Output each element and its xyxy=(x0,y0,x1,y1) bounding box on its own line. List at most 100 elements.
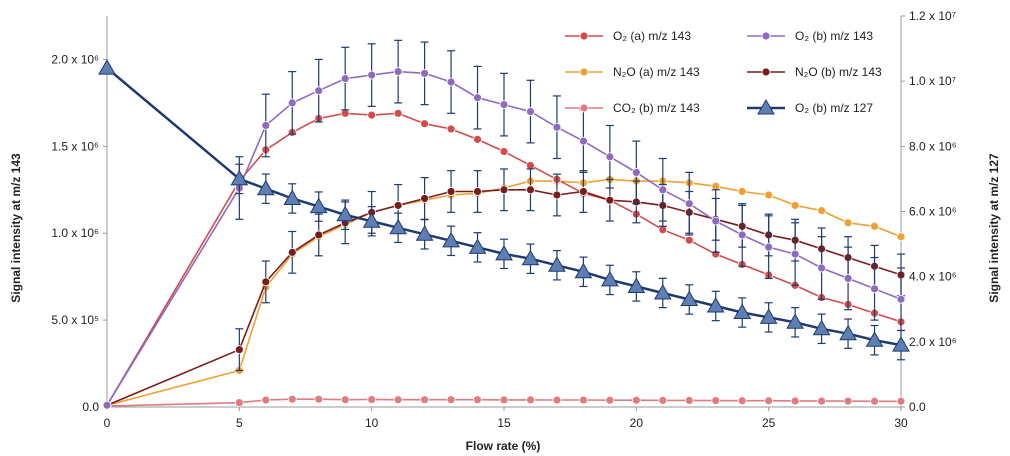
data-point xyxy=(468,238,487,254)
legend: O₂ (a) m/z 143 N₂O (a) m/z 143 CO₂ (b) m/z… xyxy=(565,29,882,115)
right-y-tick-label: 6.0 x 10⁶ xyxy=(909,205,957,219)
data-point xyxy=(340,108,350,118)
data-point xyxy=(605,395,615,405)
data-point xyxy=(711,396,721,405)
data-point xyxy=(261,395,271,405)
data-point xyxy=(389,218,407,235)
data-point xyxy=(526,107,535,116)
left-y-axis-title: Signal intensity at m/z 143 xyxy=(9,153,23,303)
x-tick-label: 5 xyxy=(236,416,243,430)
data-point xyxy=(473,187,482,196)
series-line xyxy=(106,178,902,407)
legend-label: N₂O (b) m/z 143 xyxy=(795,65,882,79)
data-point xyxy=(420,194,430,203)
data-point xyxy=(843,218,853,228)
data-point xyxy=(817,263,826,273)
data-point xyxy=(314,394,324,404)
data-point xyxy=(896,294,906,304)
data-point xyxy=(367,70,377,80)
data-point xyxy=(314,86,324,96)
data-point xyxy=(499,100,509,110)
data-point xyxy=(790,201,800,210)
data-point xyxy=(420,395,430,405)
data-point xyxy=(552,190,562,200)
legend-item: O₂ (a) m/z 143 xyxy=(565,29,691,43)
data-point xyxy=(896,396,906,406)
data-point xyxy=(446,124,456,134)
data-point xyxy=(256,179,275,196)
data-point xyxy=(261,277,271,287)
data-point xyxy=(579,187,588,196)
legend-item: CO₂ (b) m/z 143 xyxy=(565,101,700,115)
data-point xyxy=(309,197,328,214)
right-y-tick-label: 4.0 x 10⁶ xyxy=(909,270,957,284)
data-point xyxy=(98,59,116,75)
data-point xyxy=(548,256,566,272)
data-point xyxy=(473,134,482,144)
data-point xyxy=(526,161,535,170)
series-group xyxy=(102,39,906,410)
left-y-tick-label: 1.5 x 10⁶ xyxy=(51,139,99,153)
data-point xyxy=(790,396,800,406)
data-point xyxy=(764,190,774,200)
data-point xyxy=(870,221,879,231)
data-point xyxy=(261,121,271,130)
legend-label: N₂O (a) m/z 143 xyxy=(613,65,700,79)
data-point xyxy=(892,336,910,352)
legend-marker xyxy=(757,98,775,115)
legend-item: O₂ (b) m/z 143 xyxy=(747,29,873,43)
x-tick-label: 15 xyxy=(497,416,511,430)
data-point xyxy=(415,225,434,241)
data-point xyxy=(526,395,535,405)
legend-item: N₂O (a) m/z 143 xyxy=(565,65,700,79)
legend-item: O₂ (b) m/z 127 xyxy=(747,98,873,115)
data-point xyxy=(340,395,350,405)
right-y-axis-title: Signal intensity at m/z 127 xyxy=(987,153,1001,303)
data-point xyxy=(865,331,884,347)
data-point xyxy=(711,181,721,191)
data-point xyxy=(283,189,302,205)
data-point xyxy=(499,395,509,405)
data-point xyxy=(446,187,456,196)
data-point xyxy=(684,199,694,209)
series-group xyxy=(98,59,910,361)
data-point xyxy=(764,242,774,252)
data-point xyxy=(574,262,593,279)
data-point xyxy=(552,122,562,132)
data-point xyxy=(420,119,430,129)
x-tick-label: 30 xyxy=(894,416,908,430)
data-point xyxy=(684,395,694,405)
data-point xyxy=(711,216,721,226)
data-point xyxy=(579,136,588,146)
x-tick-label: 10 xyxy=(365,416,379,430)
right-y-tick-label: 2.0 x 10⁶ xyxy=(909,335,957,349)
series-group xyxy=(102,394,906,411)
data-point xyxy=(605,195,615,205)
series-line xyxy=(106,189,902,407)
data-point xyxy=(737,396,747,406)
left-y-tick-label: 1.0 x 10⁶ xyxy=(51,226,99,240)
data-point xyxy=(287,247,297,257)
data-point xyxy=(314,230,324,240)
data-point xyxy=(680,290,699,306)
data-point xyxy=(737,230,747,240)
x-tick-label: 25 xyxy=(762,416,776,430)
data-point xyxy=(446,77,456,87)
data-point xyxy=(287,98,297,108)
data-point xyxy=(870,396,879,406)
right-y-tick-label: 1.0 x 10⁷ xyxy=(909,74,956,88)
data-point xyxy=(473,395,482,405)
data-point xyxy=(631,167,641,177)
legend-marker xyxy=(761,31,771,41)
legend-label: O₂ (b) m/z 127 xyxy=(795,101,873,115)
left-y-tick-label: 0.0 xyxy=(82,400,99,414)
data-point xyxy=(706,296,725,313)
data-point xyxy=(521,249,540,266)
data-point xyxy=(627,277,646,293)
right-y-tick-label: 8.0 x 10⁶ xyxy=(909,139,957,153)
data-point xyxy=(843,274,853,283)
data-point xyxy=(579,395,588,405)
data-point xyxy=(870,284,879,294)
